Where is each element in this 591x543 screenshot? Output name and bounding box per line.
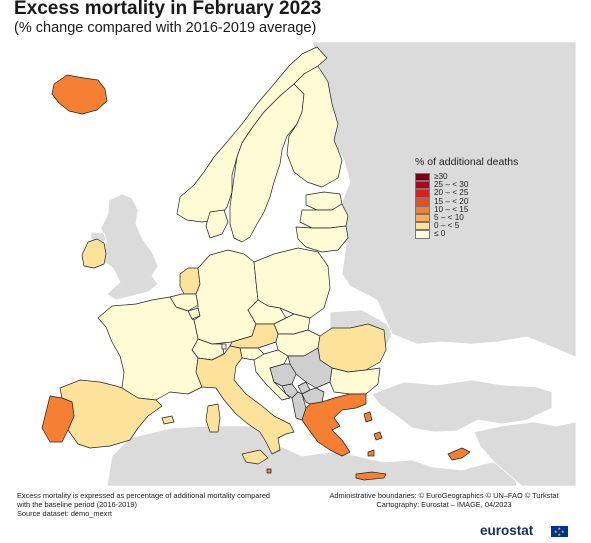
footnote-note-1: Excess mortality is expressed as percent… <box>17 491 271 500</box>
europe-choropleth-map <box>12 42 576 486</box>
sweden-region <box>229 83 305 243</box>
legend-label: 20 – < 25 <box>434 188 469 198</box>
italy-region <box>195 345 295 455</box>
legend-item: 20 – < 25 <box>415 188 518 198</box>
latvia-region <box>299 203 349 229</box>
legend: % of additional deaths ≥30 25 – < 30 20 – … <box>415 156 518 239</box>
legend-label: 5 – < 10 <box>434 212 464 222</box>
lithuania-region <box>295 225 349 253</box>
legend-swatch <box>415 181 430 190</box>
sardinia-region <box>205 403 221 433</box>
legend-label: 0 – < 5 <box>434 221 460 231</box>
map-subtitle: (% change compared with 2016-2019 averag… <box>14 20 317 36</box>
bosnia-region <box>269 363 297 387</box>
legend-swatch <box>415 213 430 223</box>
footnote-source: Source dataset: demo_mexrt <box>17 509 112 519</box>
liechtenstein-region <box>221 343 227 350</box>
cyprus-region <box>447 447 471 461</box>
countries <box>41 46 471 481</box>
footnote-note-2: with the baseline period (2016-2019) <box>17 500 137 510</box>
sicily-region <box>241 449 269 465</box>
legend-label: 25 – < 30 <box>434 180 469 190</box>
turkey-land <box>371 379 553 433</box>
bulgaria-region <box>329 367 381 395</box>
legend-label: 15 – < 20 <box>434 196 469 206</box>
legend-swatch <box>415 205 430 214</box>
middle-east-land <box>473 421 576 486</box>
crete-region <box>355 471 387 481</box>
footnote-cartography: Cartography: Eurostat – IMAGE, 04/2023 <box>376 500 512 510</box>
greek-islands-region <box>363 411 383 457</box>
romania-region <box>317 323 387 373</box>
non-eu-land <box>90 42 576 486</box>
legend-swatch <box>415 197 430 206</box>
footnote-right: Administrative boundaries: © EuroGeograp… <box>313 491 575 509</box>
legend-item: 5 – < 10 <box>415 212 518 223</box>
legend-item: 10 – < 15 <box>415 204 518 214</box>
ireland-region <box>81 238 107 269</box>
finland-region <box>286 65 343 188</box>
legend-item: 15 – < 20 <box>415 196 518 206</box>
legend-rows: ≥30 25 – < 30 20 – < 25 15 – < 20 10 – < 15 5… <box>415 172 518 239</box>
legend-swatch <box>415 173 430 182</box>
map-frame <box>12 42 576 486</box>
legend-swatch <box>415 222 430 231</box>
iceland-region <box>51 74 108 115</box>
legend-swatch <box>415 230 430 239</box>
netherlands-region <box>179 267 201 295</box>
legend-item: 25 – < 30 <box>415 180 518 190</box>
north-macedonia-region <box>301 387 325 405</box>
malta-region <box>266 468 272 474</box>
legend-item: 0 – < 5 <box>415 221 518 231</box>
legend-item: ≤ 0 <box>415 229 518 239</box>
footnote-left: Excess mortality is expressed as percent… <box>17 491 317 519</box>
map-title: Excess mortality in February 2023 <box>14 0 322 19</box>
footnote-boundaries: Administrative boundaries: © EuroGeograp… <box>329 491 559 500</box>
legend-item: ≥30 <box>415 172 518 182</box>
legend-swatch <box>415 189 430 198</box>
legend-label: 10 – < 15 <box>434 204 469 214</box>
eurostat-logo-text: eurostat <box>480 523 534 538</box>
legend-label: ≥30 <box>434 172 448 181</box>
portugal-region <box>41 395 75 443</box>
eu-flag-icon: ★ ★ ★ ★ <box>551 526 568 537</box>
denmark-region <box>205 209 229 239</box>
legend-title: % of additional deaths <box>415 156 519 168</box>
greece-region <box>301 393 367 457</box>
africa-land <box>106 425 518 486</box>
balearic-islands-region <box>161 415 175 425</box>
germany-region <box>193 249 259 345</box>
legend-label: ≤ 0 <box>434 229 446 239</box>
